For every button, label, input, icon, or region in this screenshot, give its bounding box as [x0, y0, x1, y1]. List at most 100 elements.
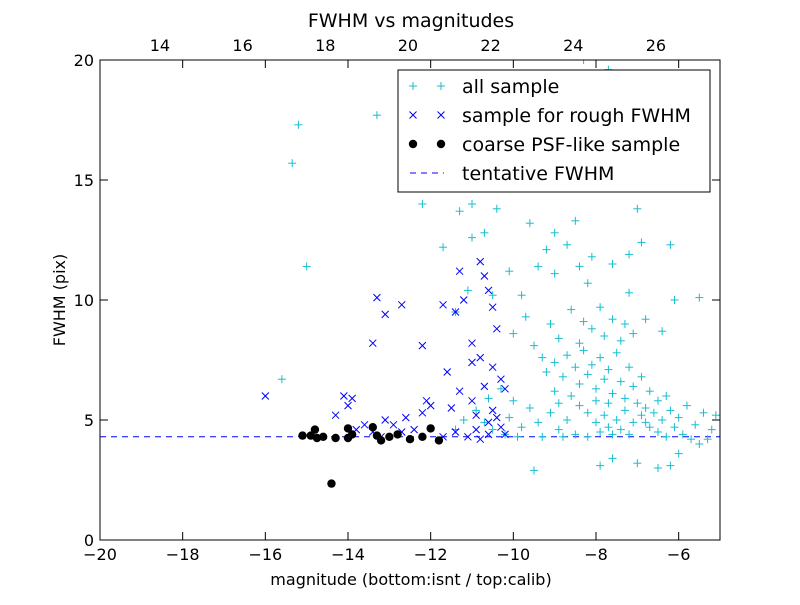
- data-point: [344, 401, 352, 410]
- data-point: [579, 317, 588, 326]
- data-point: [596, 428, 605, 436]
- data-point: [426, 424, 435, 433]
- data-point: [612, 416, 621, 424]
- legend-entry: tentative FWHM: [410, 163, 614, 185]
- data-point: [666, 461, 675, 470]
- data-point: [670, 423, 679, 432]
- data-point: [658, 416, 667, 424]
- data-point: [439, 243, 448, 252]
- data-point: [517, 291, 526, 300]
- data-point: [654, 428, 662, 436]
- legend: all sample sample for rough FWHM coarse PS…: [397, 69, 711, 193]
- data-point: [343, 424, 353, 433]
- data-point: [703, 435, 712, 444]
- data-point: [641, 315, 650, 324]
- data-point: [434, 436, 444, 445]
- data-point: [575, 380, 584, 388]
- data-point: [641, 404, 650, 412]
- data-point: [501, 384, 509, 393]
- data-point: [629, 382, 638, 391]
- data-point: [600, 375, 609, 384]
- data-point: [389, 420, 398, 429]
- legend-swatch: [409, 111, 417, 119]
- data-point: [372, 111, 381, 120]
- data-point: [488, 303, 497, 312]
- data-point: [385, 432, 394, 441]
- y-tick-label: 15: [74, 171, 94, 190]
- data-point: [468, 200, 476, 208]
- y-axis-label: FWHM (pix): [50, 254, 69, 347]
- data-point: [604, 399, 613, 408]
- x-tick-label: −18: [166, 545, 200, 564]
- data-point: [402, 413, 410, 422]
- data-point: [695, 293, 704, 302]
- data-point: [666, 406, 675, 415]
- data-point: [682, 401, 691, 410]
- data-point: [596, 353, 605, 362]
- data-point: [596, 303, 605, 312]
- data-point: [674, 413, 683, 422]
- x-axis-label: magnitude (bottom:isnt / top:calib): [270, 570, 551, 589]
- data-point: [464, 432, 472, 441]
- data-point: [410, 425, 418, 434]
- data-point: [563, 416, 572, 424]
- data-point: [554, 425, 563, 434]
- data-point: [459, 416, 468, 424]
- data-point: [451, 308, 460, 316]
- data-point: [550, 228, 559, 237]
- data-point: [699, 408, 708, 417]
- data-point: [571, 363, 580, 372]
- data-point: [612, 348, 621, 357]
- data-point: [695, 440, 704, 448]
- legend-entry: sample for rough FWHM: [409, 105, 691, 127]
- data-point: [567, 305, 576, 314]
- data-point: [608, 260, 617, 268]
- data-point: [608, 389, 617, 398]
- data-point: [509, 329, 518, 338]
- data-point: [397, 300, 406, 309]
- data-point: [443, 368, 452, 376]
- data-point: [542, 245, 551, 254]
- data-point: [368, 339, 377, 348]
- data-point: [567, 392, 576, 400]
- data-point: [488, 425, 497, 434]
- data-point: [662, 432, 671, 441]
- data-point: [492, 413, 501, 422]
- legend-entry: all sample: [409, 76, 559, 98]
- legend-label: sample for rough FWHM: [462, 105, 691, 127]
- data-point: [583, 432, 592, 441]
- top-x-tick-label: 22: [480, 36, 500, 55]
- data-point: [600, 411, 609, 420]
- data-point: [418, 341, 427, 350]
- data-point: [381, 310, 390, 319]
- data-point: [513, 432, 522, 441]
- data-point: [360, 420, 369, 429]
- data-point: [625, 430, 634, 439]
- top-x-tick-label: 16: [232, 36, 252, 55]
- legend-swatch: [408, 139, 418, 149]
- data-point: [525, 219, 534, 228]
- legend-label: coarse PSF-like sample: [462, 134, 680, 156]
- data-point: [625, 288, 634, 297]
- data-point: [625, 363, 634, 372]
- data-point: [633, 399, 642, 408]
- data-point: [629, 418, 638, 427]
- data-point: [405, 435, 415, 444]
- data-point: [418, 408, 427, 417]
- data-point: [319, 432, 328, 441]
- data-point: [616, 425, 625, 434]
- data-point: [550, 358, 559, 367]
- data-point: [517, 423, 526, 432]
- data-point: [616, 377, 625, 386]
- data-point: [629, 329, 638, 338]
- data-point: [302, 262, 311, 271]
- data-point: [687, 435, 696, 444]
- data-point: [480, 418, 489, 427]
- data-point: [484, 394, 493, 403]
- data-point: [468, 233, 476, 242]
- data-point: [261, 392, 270, 400]
- y-tick-label: 20: [74, 51, 94, 70]
- data-point: [645, 387, 654, 396]
- legend-entry: coarse PSF-like sample: [408, 134, 680, 156]
